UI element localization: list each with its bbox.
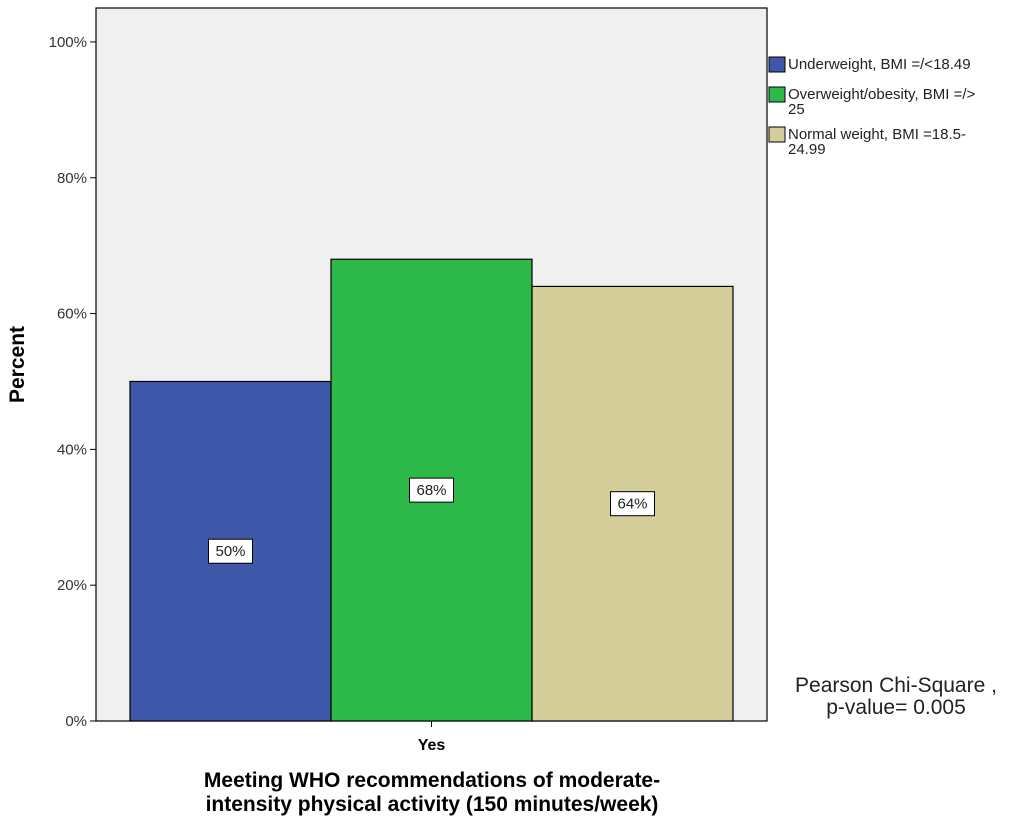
x-axis-title: Meeting WHO recommendations of moderate-… xyxy=(204,769,660,816)
bar-label-text: 68% xyxy=(416,482,446,499)
bar-label-2: 68% xyxy=(410,478,454,502)
legend-swatch xyxy=(769,127,785,142)
legend-entry-2: Overweight/obesity, BMI =/> 25 xyxy=(769,86,976,118)
y-tick-label: 20% xyxy=(57,577,87,594)
y-tick-label: 60% xyxy=(57,306,87,323)
x-axis-title-line: Meeting WHO recommendations of moderate- xyxy=(204,769,660,792)
bar-label-text: 50% xyxy=(215,543,245,560)
legend-label-line: 24.99 xyxy=(788,141,826,158)
y-axis: 0% 20% 40% 60% 80% 100% xyxy=(49,34,96,730)
y-axis-title: Percent xyxy=(6,326,29,403)
legend-swatch xyxy=(769,87,785,102)
pearson-annotation: Pearson Chi-Square , p-value= 0.005 xyxy=(795,674,997,719)
x-axis: Yes xyxy=(418,721,446,754)
bar-label-1: 50% xyxy=(209,539,253,563)
annotation-line: p-value= 0.005 xyxy=(826,696,966,719)
legend-label-line: 25 xyxy=(788,101,805,118)
legend-entry-1: Underweight, BMI =/<18.49 xyxy=(769,56,971,73)
y-tick-label: 80% xyxy=(57,170,87,187)
x-axis-title-line: intensity physical activity (150 minutes… xyxy=(206,793,659,816)
x-tick-label: Yes xyxy=(418,737,446,754)
legend-label-line: Underweight, BMI =/<18.49 xyxy=(788,56,971,73)
bar-label-3: 64% xyxy=(611,492,655,516)
bar-label-text: 64% xyxy=(617,496,647,513)
legend-label: Overweight/obesity, BMI =/> 25 xyxy=(788,86,976,118)
y-tick-label: 40% xyxy=(57,441,87,458)
legend-label: Normal weight, BMI =18.5-24.99 xyxy=(788,126,966,158)
legend-label: Underweight, BMI =/<18.49 xyxy=(788,56,971,73)
legend-entry-3: Normal weight, BMI =18.5-24.99 xyxy=(769,126,966,158)
y-tick-label: 0% xyxy=(65,713,87,730)
annotation-line: Pearson Chi-Square , xyxy=(795,674,997,697)
y-tick-label: 100% xyxy=(49,34,87,51)
legend-label-line: Overweight/obesity, BMI =/> xyxy=(788,86,976,103)
legend: Underweight, BMI =/<18.49 Overweight/obes… xyxy=(769,56,976,158)
legend-swatch xyxy=(769,57,785,72)
